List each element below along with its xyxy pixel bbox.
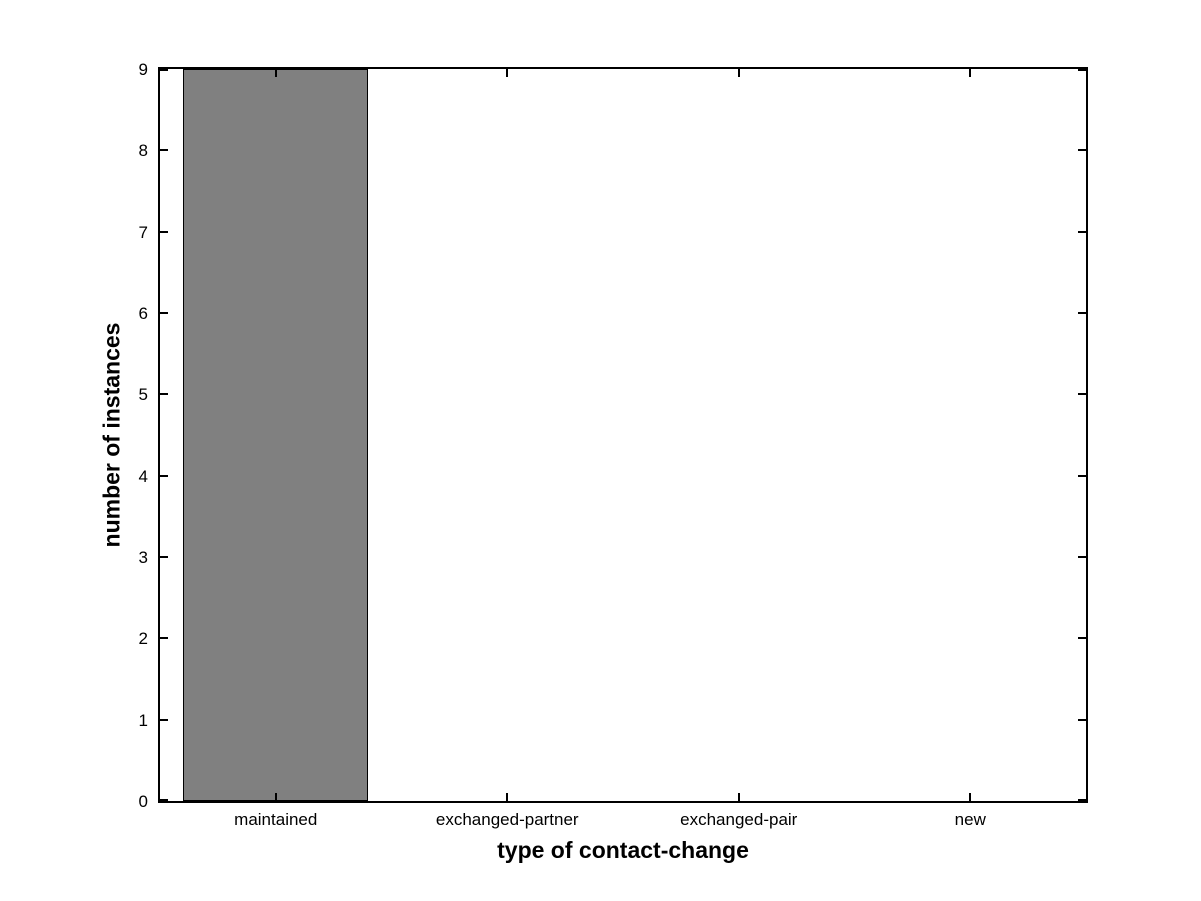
y-tick-right: [1078, 474, 1086, 477]
y-tick-label: 6: [138, 304, 148, 323]
y-tick-right: [1078, 230, 1086, 233]
y-tick-label: 7: [138, 222, 148, 242]
x-tick-bottom: [737, 793, 740, 801]
y-tick-right: [1078, 312, 1086, 314]
y-tick-right: [1078, 637, 1086, 640]
y-tick-right: [1078, 393, 1086, 396]
y-tick-left: [160, 718, 168, 721]
x-tick-bottom: [506, 793, 509, 801]
y-tick-left: [160, 230, 168, 233]
x-tick-top: [737, 69, 740, 77]
y-tick-left: [160, 69, 168, 71]
y-tick-label: 4: [138, 466, 148, 486]
y-tick-label: 8: [138, 141, 148, 161]
y-tick-right: [1078, 718, 1086, 721]
y-axis-label: number of instances: [98, 322, 125, 548]
y-tick-left: [160, 474, 168, 477]
y-tick-right: [1078, 799, 1086, 801]
plot-area: [158, 67, 1088, 803]
y-tick-label: 0: [138, 792, 148, 811]
y-tick-right: [1078, 149, 1086, 152]
y-tick-left: [160, 312, 168, 314]
x-tick-top: [274, 69, 277, 77]
x-tick-top: [506, 69, 509, 77]
y-tick-label: 5: [138, 385, 148, 405]
x-axis-label: type of contact-change: [497, 837, 749, 863]
y-tick-label: 2: [138, 629, 148, 649]
y-tick-left: [160, 637, 168, 640]
y-tick-label: 9: [138, 60, 148, 79]
y-tick-left: [160, 556, 168, 558]
x-tick-label-new: new: [954, 810, 986, 829]
y-tick-right: [1078, 556, 1086, 558]
x-tick-bottom: [969, 793, 972, 801]
x-tick-label-maintained: maintained: [234, 810, 318, 829]
x-tick-label-exchanged-partner: exchanged-partner: [435, 810, 579, 829]
y-tick-left: [160, 799, 168, 801]
bar-maintained: [183, 69, 369, 801]
x-tick-bottom: [274, 793, 277, 801]
x-tick-label-exchanged-pair: exchanged-pair: [680, 810, 798, 829]
y-tick-left: [160, 149, 168, 152]
y-tick-left: [160, 393, 168, 396]
y-tick-label: 1: [138, 710, 148, 730]
y-tick-right: [1078, 69, 1086, 71]
y-tick-label: 3: [138, 548, 148, 567]
x-tick-top: [969, 69, 972, 77]
